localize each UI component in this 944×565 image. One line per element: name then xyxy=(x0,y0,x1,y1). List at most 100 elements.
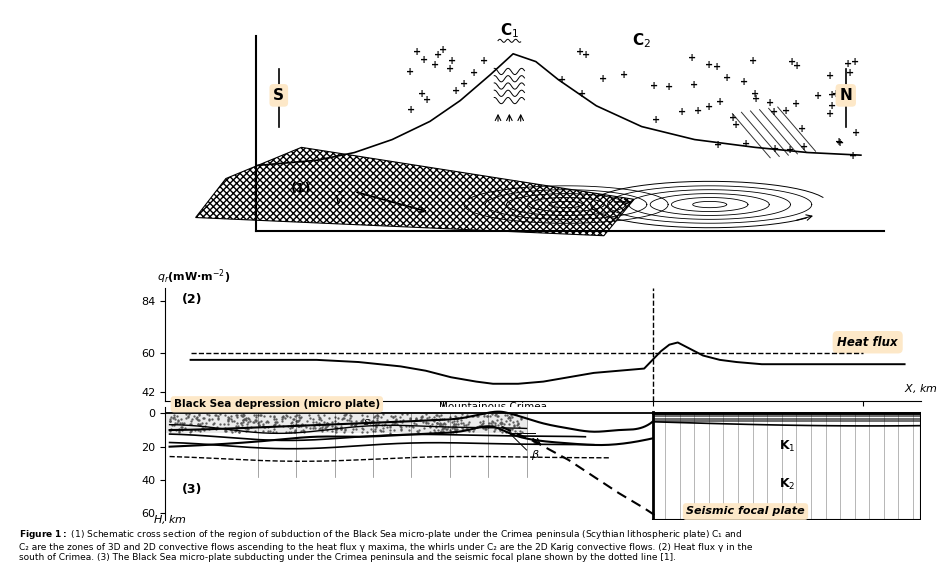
Point xyxy=(163,412,178,421)
Point xyxy=(240,424,255,433)
Point xyxy=(505,418,520,427)
Point xyxy=(248,417,263,426)
Point xyxy=(294,427,309,436)
Point xyxy=(364,420,379,429)
Point xyxy=(184,414,199,423)
Point xyxy=(493,415,508,424)
Text: +: + xyxy=(704,60,713,69)
Point xyxy=(196,414,211,423)
Point xyxy=(302,424,317,433)
Text: +: + xyxy=(729,114,736,123)
Point xyxy=(208,411,223,420)
Point xyxy=(514,428,529,437)
Point xyxy=(385,412,400,421)
Point xyxy=(255,421,270,430)
Point xyxy=(189,413,204,422)
Point xyxy=(321,413,336,422)
Point xyxy=(447,427,463,436)
Point xyxy=(302,414,317,423)
Point xyxy=(413,412,429,421)
Text: +: + xyxy=(446,64,454,74)
Point xyxy=(462,418,477,427)
Point xyxy=(365,427,380,436)
Point xyxy=(167,415,182,424)
Text: +: + xyxy=(799,142,807,152)
Point xyxy=(373,412,388,421)
Point xyxy=(286,414,301,423)
Point xyxy=(443,425,458,434)
Point xyxy=(312,423,327,432)
Point xyxy=(382,428,397,437)
Point xyxy=(368,420,383,429)
Text: +: + xyxy=(418,89,426,99)
Point xyxy=(162,417,177,426)
Point xyxy=(493,419,508,428)
Point xyxy=(427,425,442,434)
Point xyxy=(475,417,490,426)
Point xyxy=(473,420,488,429)
Point xyxy=(177,423,192,432)
Point xyxy=(253,410,268,419)
Point xyxy=(369,410,384,419)
Point xyxy=(290,416,305,425)
Point xyxy=(436,419,451,428)
Point xyxy=(332,419,347,428)
Point xyxy=(231,428,246,437)
Point xyxy=(247,415,262,424)
Text: +: + xyxy=(651,115,660,125)
Point xyxy=(229,419,244,428)
Point xyxy=(200,410,215,419)
Point xyxy=(162,427,177,436)
Text: s: s xyxy=(363,417,369,427)
Point xyxy=(291,421,306,431)
Point xyxy=(446,420,461,429)
Point xyxy=(424,415,439,424)
Point xyxy=(471,421,486,430)
Point xyxy=(313,415,329,424)
Point xyxy=(363,425,379,434)
Point xyxy=(430,411,446,420)
Point xyxy=(172,427,187,436)
Point xyxy=(235,411,250,420)
Point xyxy=(228,422,244,431)
Text: +: + xyxy=(845,68,853,77)
Point xyxy=(332,425,347,434)
Point xyxy=(418,419,433,428)
Point xyxy=(459,412,474,421)
Text: +: + xyxy=(406,105,414,115)
Text: +: + xyxy=(712,62,720,72)
Point xyxy=(317,421,332,430)
Point xyxy=(298,423,313,432)
Point xyxy=(373,427,388,436)
Point xyxy=(169,425,184,434)
Point xyxy=(235,410,250,419)
Point xyxy=(162,416,177,425)
Point xyxy=(381,422,396,431)
Text: +: + xyxy=(827,90,835,99)
Point xyxy=(225,428,240,437)
Point xyxy=(266,421,281,430)
Point xyxy=(247,427,262,436)
Point xyxy=(408,414,423,423)
Point xyxy=(336,414,351,423)
Point xyxy=(432,420,447,429)
Point xyxy=(434,423,449,432)
Point xyxy=(337,424,352,433)
Point xyxy=(223,411,238,420)
Point xyxy=(295,420,310,429)
Point xyxy=(211,411,226,420)
Point xyxy=(291,413,306,422)
Text: +: + xyxy=(814,90,821,101)
Point xyxy=(365,419,380,428)
Point xyxy=(502,414,517,423)
Point xyxy=(202,425,217,434)
Text: +: + xyxy=(792,99,800,109)
Point xyxy=(162,417,177,426)
Text: +: + xyxy=(598,74,606,84)
Point xyxy=(397,421,413,431)
Point xyxy=(447,421,463,431)
Point xyxy=(268,427,283,436)
Point xyxy=(328,412,343,421)
Point xyxy=(189,415,204,424)
Point xyxy=(375,427,390,436)
